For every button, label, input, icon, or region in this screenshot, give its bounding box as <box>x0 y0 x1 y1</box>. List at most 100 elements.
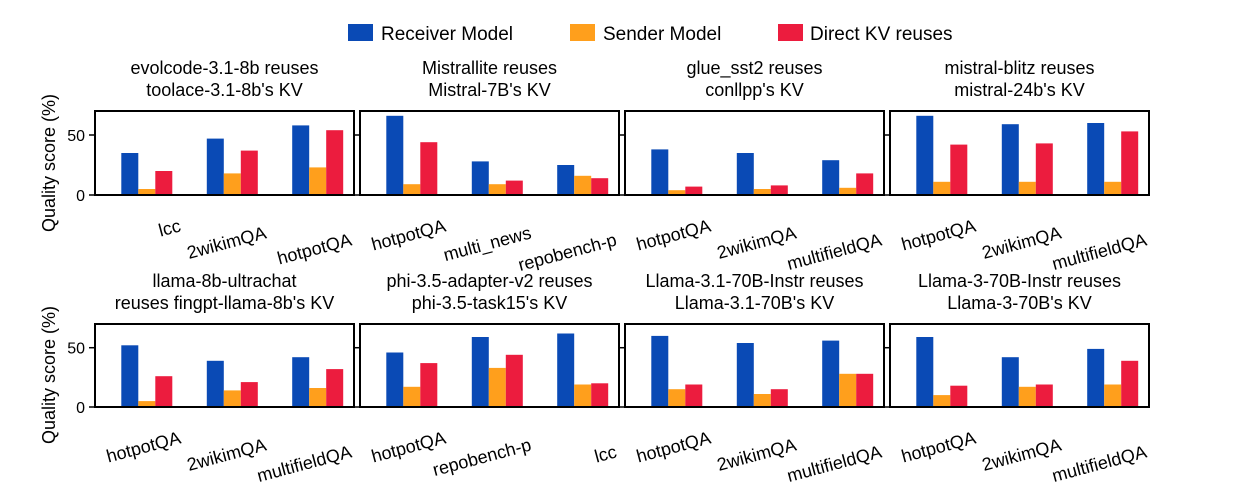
bar-sender-1 <box>403 184 421 195</box>
panel-frame <box>359 323 620 408</box>
bar-sender-3 <box>574 384 592 407</box>
bar-receiver-3 <box>1087 123 1105 195</box>
bar-direct-1 <box>420 142 438 195</box>
legend-swatch-receiver <box>348 24 373 41</box>
bar-receiver-2 <box>1001 357 1019 407</box>
bar-sender-2 <box>223 173 241 195</box>
panel-title-line-1: Llama-3.1-70B-Instr reuses <box>645 271 863 291</box>
bar-sender-3 <box>1104 181 1122 195</box>
bar-sender-3 <box>309 167 327 195</box>
bar-direct-2 <box>505 354 523 407</box>
x-tick-label: hotpotQA <box>369 216 448 255</box>
bar-direct-1 <box>950 385 968 407</box>
legend-swatch-sender <box>570 24 595 41</box>
bar-direct-3 <box>591 383 609 407</box>
bar-receiver-3 <box>557 333 575 407</box>
y-axis-label-row-2: Quality score (%) <box>39 306 59 444</box>
panel-title-line-1: llama-8b-ultrachat <box>152 271 296 291</box>
bar-sender-3 <box>574 175 592 195</box>
y-axis-label-row-1: Quality score (%) <box>39 94 59 232</box>
panel-title-line-2: phi-3.5-task15's KV <box>412 293 568 313</box>
x-tick-label: hotpotQA <box>899 216 978 255</box>
panel-title-line-2: Llama-3.1-70B's KV <box>675 293 835 313</box>
bar-receiver-1 <box>386 352 404 407</box>
bar-sender-2 <box>488 367 506 407</box>
panel-title-line-1: phi-3.5-adapter-v2 reuses <box>386 271 592 291</box>
bar-direct-1 <box>950 144 968 195</box>
bar-receiver-1 <box>651 149 669 195</box>
bar-direct-3 <box>856 173 874 195</box>
bar-direct-2 <box>770 389 788 407</box>
bar-direct-2 <box>505 180 523 195</box>
x-tick-label: hotpotQA <box>275 230 354 269</box>
y-tick-label: 0 <box>76 188 85 205</box>
bar-direct-2 <box>1035 143 1053 195</box>
bar-sender-2 <box>1018 386 1036 407</box>
panel-title-line-2: toolace-3.1-8b's KV <box>146 80 303 100</box>
bar-receiver-3 <box>1087 348 1105 407</box>
bar-receiver-3 <box>292 125 310 195</box>
panel-title-line-2: mistral-24b's KV <box>954 80 1084 100</box>
legend-label-receiver: Receiver Model <box>381 24 513 45</box>
bar-receiver-2 <box>736 153 754 195</box>
x-tick-label: multifieldQA <box>1050 230 1149 274</box>
chart-panel-6: phi-3.5-adapter-v2 reusesphi-3.5-task15'… <box>354 271 620 480</box>
legend-swatch-direct <box>778 24 803 41</box>
x-tick-label: multifieldQA <box>1050 442 1149 485</box>
bar-direct-3 <box>326 369 344 407</box>
bar-sender-2 <box>753 189 771 195</box>
panel-title-line-2: Llama-3-70B's KV <box>947 293 1092 313</box>
bar-direct-3 <box>591 178 609 195</box>
panel-title-line-1: glue_sst2 reuses <box>686 58 822 79</box>
bar-sender-2 <box>488 184 506 195</box>
bar-receiver-2 <box>471 337 489 407</box>
bar-sender-1 <box>138 189 156 195</box>
x-tick-label: hotpotQA <box>899 428 978 467</box>
x-tick-label: multifieldQA <box>785 230 884 274</box>
bar-direct-3 <box>1121 360 1139 407</box>
bar-sender-3 <box>839 373 857 407</box>
panel-frame <box>94 323 355 408</box>
bar-sender-2 <box>753 394 771 407</box>
bar-direct-2 <box>1035 384 1053 407</box>
bar-sender-3 <box>839 187 857 195</box>
bar-sender-1 <box>668 190 686 195</box>
bar-sender-1 <box>933 395 951 407</box>
x-tick-label: hotpotQA <box>634 428 713 467</box>
panel-frame <box>94 110 355 196</box>
bar-sender-1 <box>403 386 421 407</box>
chart-panel-7: Llama-3.1-70B-Instr reusesLlama-3.1-70B'… <box>619 271 885 485</box>
legend-label-sender: Sender Model <box>603 24 721 45</box>
panel-frame <box>624 323 885 408</box>
bar-receiver-2 <box>1001 124 1019 195</box>
x-tick-label: lcc <box>592 442 618 467</box>
bar-sender-2 <box>223 390 241 407</box>
bar-direct-1 <box>685 384 703 407</box>
panel-title-line-1: evolcode-3.1-8b reuses <box>130 58 318 78</box>
panel-title-line-2: conllpp's KV <box>705 80 804 100</box>
bar-sender-1 <box>668 389 686 407</box>
bar-receiver-2 <box>471 161 489 195</box>
bar-receiver-1 <box>121 345 139 407</box>
bar-receiver-1 <box>916 337 934 407</box>
x-tick-label: hotpotQA <box>104 428 183 467</box>
x-tick-label: multifieldQA <box>785 442 884 485</box>
panel-title-line-1: mistral-blitz reuses <box>944 58 1094 78</box>
bar-receiver-3 <box>292 357 310 407</box>
panel-title-line-2: Mistral-7B's KV <box>428 80 550 100</box>
x-tick-label: lcc <box>156 216 182 241</box>
bar-receiver-2 <box>736 343 754 407</box>
bar-sender-1 <box>933 181 951 195</box>
bar-receiver-2 <box>206 138 224 195</box>
bar-receiver-3 <box>822 160 840 195</box>
bar-direct-2 <box>240 150 258 195</box>
y-tick-label: 0 <box>76 400 85 417</box>
bar-direct-2 <box>240 382 258 407</box>
bar-receiver-1 <box>121 153 139 195</box>
y-tick-label: 50 <box>67 341 85 358</box>
